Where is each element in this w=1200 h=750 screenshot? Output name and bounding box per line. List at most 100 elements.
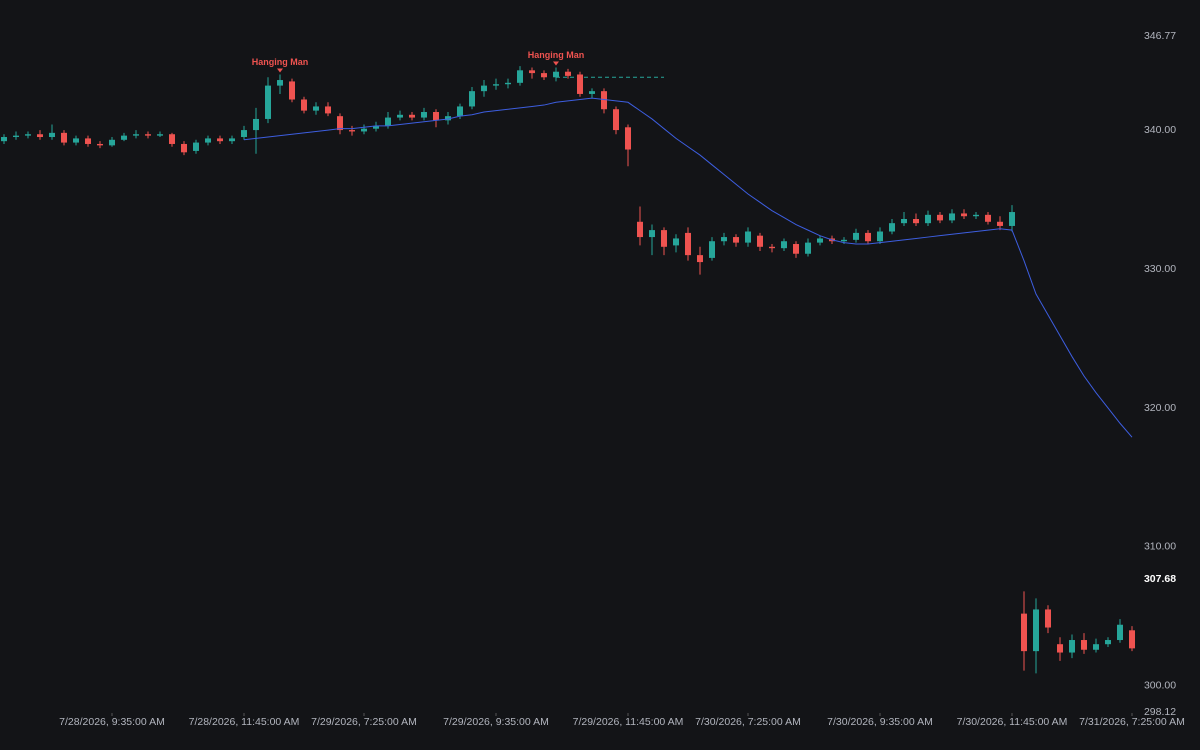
y-tick-label: 310.00 <box>1144 541 1176 553</box>
candle-body <box>709 241 715 258</box>
candle-body <box>25 134 31 136</box>
candle-body <box>37 134 43 138</box>
candle-body <box>601 91 607 110</box>
x-tick-label: 7/28/2026, 9:35:00 AM <box>59 716 165 728</box>
candle-body <box>541 73 547 78</box>
candle-body <box>529 70 535 74</box>
candle-body <box>721 237 727 242</box>
candle-body <box>289 81 295 100</box>
candle-body <box>481 85 487 92</box>
x-tick-label: 7/28/2026, 11:45:00 AM <box>189 716 300 728</box>
candle-body <box>637 221 643 238</box>
candle-body <box>49 132 55 138</box>
candle-body <box>505 82 511 85</box>
candle-body <box>937 214 943 221</box>
candle-body <box>13 135 19 138</box>
candle-body <box>901 218 907 224</box>
candle-body <box>301 99 307 111</box>
candle-body <box>97 143 103 146</box>
candle-body <box>217 138 223 142</box>
candle-body <box>421 112 427 118</box>
candle-body <box>997 221 1003 226</box>
y-tick-label: 330.00 <box>1144 263 1176 275</box>
candle-body <box>793 244 799 254</box>
candle-body <box>613 109 619 131</box>
candle-body <box>589 91 595 94</box>
candle-body <box>1033 609 1039 652</box>
candle-body <box>109 139 115 146</box>
annotation-marker <box>277 68 283 73</box>
x-tick-label: 7/31/2026, 7:25:00 AM <box>1079 716 1185 728</box>
candle-body <box>193 142 199 151</box>
candle-body <box>457 106 463 117</box>
candle-body <box>913 218 919 224</box>
candle-body <box>253 118 259 131</box>
candle-body <box>1009 212 1015 226</box>
candle-body <box>673 238 679 246</box>
candle-body <box>493 84 499 86</box>
y-tick-label: 340.00 <box>1144 124 1176 136</box>
candle-body <box>205 138 211 143</box>
candle-body <box>769 246 775 249</box>
candle-body <box>649 230 655 238</box>
x-tick-label: 7/30/2026, 11:45:00 AM <box>957 716 1068 728</box>
candle-body <box>1105 640 1111 645</box>
candle-body <box>781 241 787 249</box>
candle-body <box>565 71 571 76</box>
candle-body <box>1093 644 1099 650</box>
candle-body <box>73 138 79 143</box>
candle-body <box>169 134 175 144</box>
candle-body <box>949 213 955 221</box>
candle-body <box>805 242 811 254</box>
candle-body <box>889 223 895 232</box>
candle-body <box>577 74 583 94</box>
candle-body <box>625 127 631 150</box>
candle-body <box>181 143 187 153</box>
candle-body <box>229 138 235 142</box>
candle-body <box>685 232 691 256</box>
candle-body <box>1081 640 1087 650</box>
candle-body <box>1057 644 1063 653</box>
candle-body <box>325 106 331 114</box>
y-tick-label: 300.00 <box>1144 680 1176 692</box>
x-tick-label: 7/30/2026, 7:25:00 AM <box>695 716 801 728</box>
candle-body <box>925 214 931 224</box>
annotation-label: Hanging Man <box>252 57 309 67</box>
candle-body <box>337 116 343 131</box>
candle-body <box>961 213 967 217</box>
y-tick-label: 298.12 <box>1144 706 1176 718</box>
annotation-marker <box>553 61 559 66</box>
x-tick-label: 7/29/2026, 11:45:00 AM <box>573 716 684 728</box>
y-tick-label: 320.00 <box>1144 402 1176 414</box>
candle-body <box>865 232 871 242</box>
candle-body <box>61 132 67 143</box>
candle-body <box>1045 609 1051 628</box>
candle-body <box>85 138 91 144</box>
candle-body <box>265 85 271 119</box>
moving-average-line <box>243 97 1133 438</box>
candle-body <box>817 238 823 243</box>
candle-body <box>145 134 151 136</box>
candle-body <box>1117 624 1123 641</box>
candle-body <box>745 231 751 243</box>
last-price-label: 307.68 <box>1144 573 1176 585</box>
candle-body <box>553 71 559 78</box>
x-tick-label: 7/30/2026, 9:35:00 AM <box>827 716 933 728</box>
annotation-label: Hanging Man <box>528 50 585 60</box>
x-tick-label: 7/29/2026, 9:35:00 AM <box>443 716 549 728</box>
candle-body <box>133 134 139 136</box>
candle-body <box>313 106 319 111</box>
candle-body <box>733 237 739 243</box>
candle-body <box>1 137 7 142</box>
candle-body <box>121 135 127 140</box>
candle-body <box>1129 630 1135 649</box>
x-tick-label: 7/29/2026, 7:25:00 AM <box>311 716 417 728</box>
candle-body <box>985 214 991 222</box>
candle-body <box>385 117 391 126</box>
candle-body <box>409 114 415 118</box>
candle-body <box>445 116 451 121</box>
candle-body <box>877 231 883 242</box>
candle-body <box>757 235 763 247</box>
